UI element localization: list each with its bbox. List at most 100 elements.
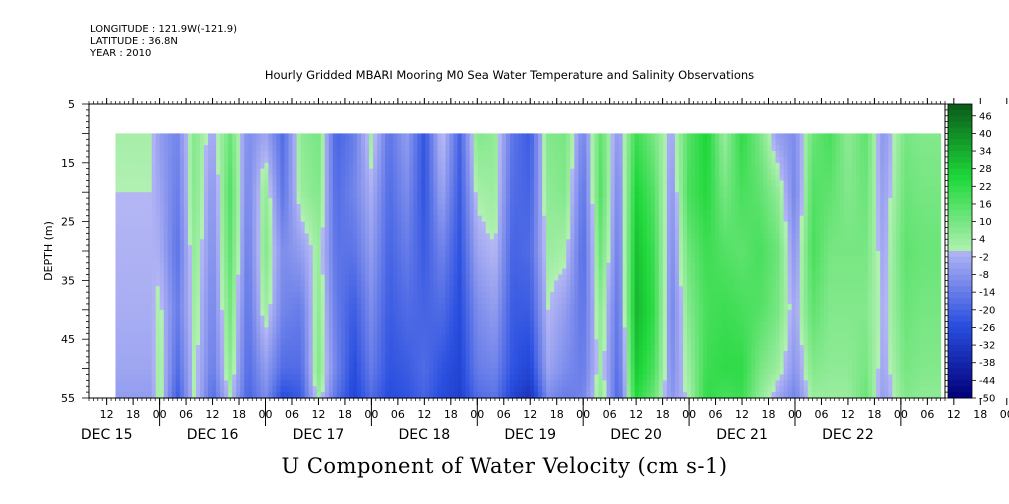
heatmap-cell xyxy=(526,362,531,370)
heatmap-cell xyxy=(183,133,189,140)
heatmap-cell xyxy=(187,151,193,158)
heatmap-cell xyxy=(228,315,233,323)
heatmap-cell xyxy=(252,292,257,299)
heatmap-cell xyxy=(361,145,366,152)
heatmap-cell xyxy=(200,256,205,264)
heatmap-cell xyxy=(457,233,463,240)
heatmap-cell xyxy=(300,339,306,346)
heatmap-cell xyxy=(421,180,426,187)
heatmap-cell xyxy=(195,380,201,387)
heatmap-cell xyxy=(377,374,382,381)
heatmap-cell xyxy=(356,309,362,317)
heatmap-cell xyxy=(546,286,551,293)
heatmap-cell xyxy=(453,221,459,229)
heatmap-cell xyxy=(147,303,153,311)
heatmap-cell xyxy=(425,292,431,299)
heatmap-cell xyxy=(477,392,483,399)
heatmap-cell xyxy=(437,251,443,258)
heatmap-cell xyxy=(373,274,378,281)
heatmap-cell xyxy=(485,168,491,176)
heatmap-cell xyxy=(228,268,233,276)
heatmap-cell xyxy=(385,339,390,346)
heatmap-cell xyxy=(534,139,539,146)
heatmap-cell xyxy=(264,198,270,205)
heatmap-cell xyxy=(558,321,563,329)
heatmap-cell xyxy=(292,298,298,305)
heatmap-cell xyxy=(429,392,435,399)
heatmap-cell xyxy=(465,274,471,281)
heatmap-cell xyxy=(336,362,342,370)
heatmap-cell xyxy=(457,392,463,399)
heatmap-cell xyxy=(159,186,165,193)
heatmap-cell xyxy=(228,286,233,293)
heatmap-cell xyxy=(538,303,543,311)
heatmap-cell xyxy=(365,286,370,293)
heatmap-cell xyxy=(461,327,467,334)
heatmap-cell xyxy=(187,368,193,376)
heatmap-cell xyxy=(256,239,261,246)
heatmap-cell xyxy=(517,239,523,246)
heatmap-cell xyxy=(517,309,523,317)
heatmap-cell xyxy=(191,345,197,352)
heatmap-cell xyxy=(397,245,402,252)
heatmap-cell xyxy=(361,309,366,317)
heatmap-cell xyxy=(336,368,342,376)
heatmap-cell xyxy=(369,156,374,164)
heatmap-cell xyxy=(316,274,322,281)
heatmap-cell xyxy=(272,333,278,340)
heatmap-cell xyxy=(268,156,274,164)
heatmap-cell xyxy=(119,386,125,393)
heatmap-cell xyxy=(477,280,483,287)
heatmap-cell xyxy=(344,239,350,246)
heatmap-cell xyxy=(200,374,205,381)
heatmap-cell xyxy=(437,374,443,381)
heatmap-cell xyxy=(437,168,443,176)
heatmap-cell xyxy=(272,186,278,193)
heatmap-cell xyxy=(509,350,515,358)
heatmap-cell xyxy=(232,174,237,182)
heatmap-cell xyxy=(489,392,495,399)
heatmap-cell xyxy=(127,133,133,140)
heatmap-cell xyxy=(119,215,125,223)
heatmap-cell xyxy=(344,233,350,240)
heatmap-cell xyxy=(421,380,426,387)
heatmap-cell xyxy=(183,256,189,264)
heatmap-cell xyxy=(264,386,270,393)
heatmap-cell xyxy=(445,298,451,305)
heatmap-cell xyxy=(252,392,257,399)
heatmap-cell xyxy=(409,315,414,323)
heatmap-cell xyxy=(187,174,193,182)
heatmap-cell xyxy=(340,298,346,305)
heatmap-cell xyxy=(437,350,443,358)
heatmap-cell xyxy=(530,345,535,352)
heatmap-cell xyxy=(151,239,157,246)
heatmap-cell xyxy=(228,233,233,240)
heatmap-cell xyxy=(175,233,181,240)
heatmap-cell xyxy=(163,174,169,182)
heatmap-cell xyxy=(356,356,362,364)
heatmap-cell xyxy=(288,239,294,246)
heatmap-cell xyxy=(465,186,471,193)
heatmap-cell xyxy=(236,198,241,205)
heatmap-cell xyxy=(550,286,555,293)
heatmap-cell xyxy=(220,209,225,217)
heatmap-cell xyxy=(517,386,523,393)
heatmap-cell xyxy=(377,145,382,152)
heatmap-cell xyxy=(441,303,447,311)
heatmap-cell xyxy=(115,151,121,158)
heatmap-cell xyxy=(304,162,310,170)
heatmap-cell xyxy=(542,303,547,311)
heatmap-cell xyxy=(248,333,253,340)
heatmap-cell xyxy=(558,151,563,158)
heatmap-cell xyxy=(244,309,249,317)
heatmap-cell xyxy=(220,280,225,287)
heatmap-cell xyxy=(135,192,141,199)
heatmap-cell xyxy=(348,380,354,387)
heatmap-cell xyxy=(324,133,330,140)
heatmap-cell xyxy=(429,245,435,252)
heatmap-cell xyxy=(268,262,274,270)
heatmap-cell xyxy=(296,156,302,164)
heatmap-cell xyxy=(413,215,418,223)
heatmap-cell xyxy=(405,292,410,299)
heatmap-cell xyxy=(264,333,270,340)
